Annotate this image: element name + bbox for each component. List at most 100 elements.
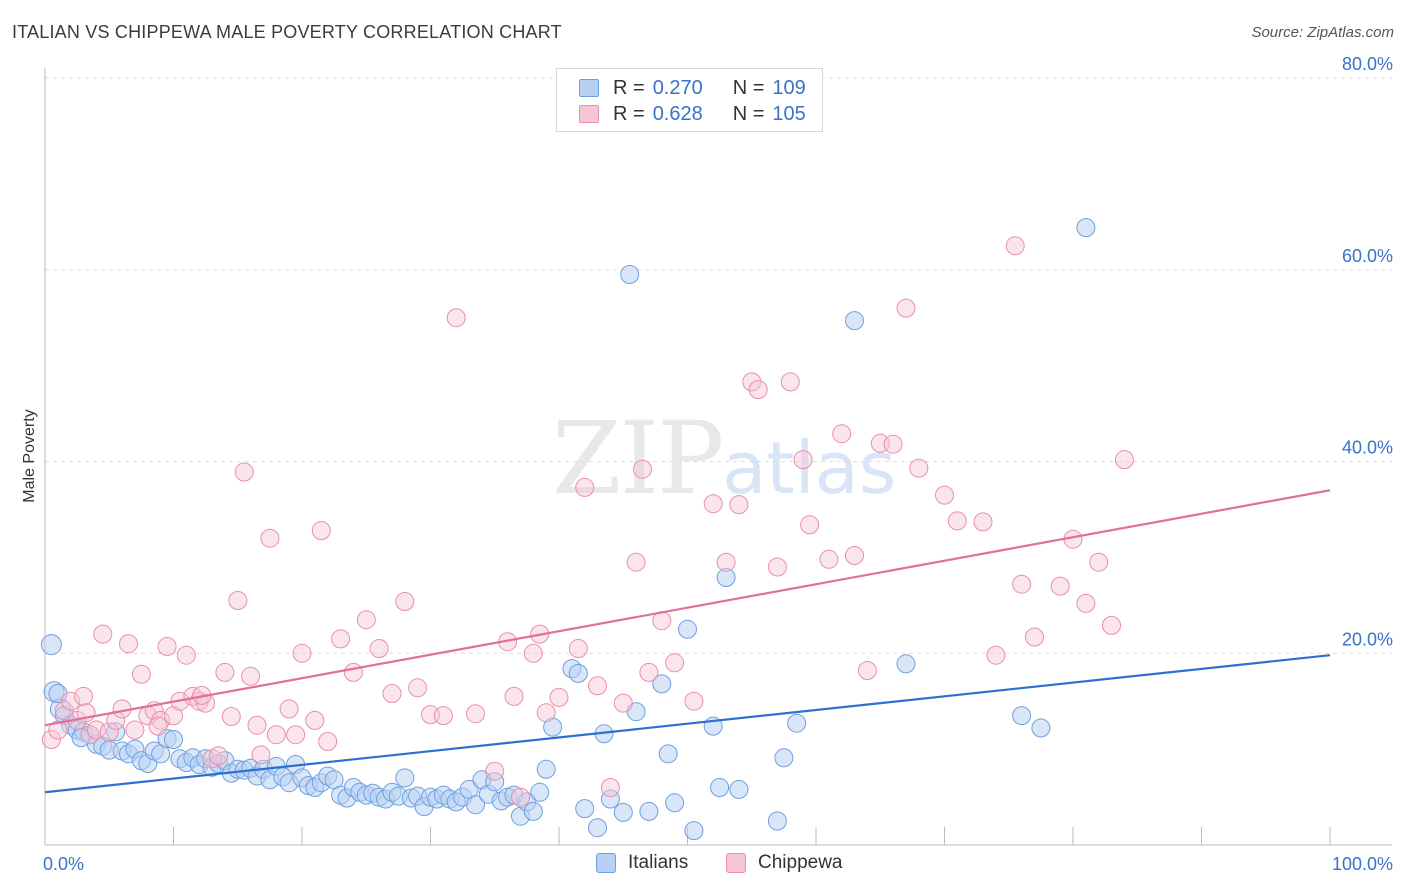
italians-point[interactable] [774,748,794,768]
chippewa-point[interactable] [485,761,505,781]
chippewa-point[interactable] [909,458,929,478]
chippewa-point[interactable] [164,706,183,726]
chippewa-point[interactable] [748,380,768,400]
chippewa-point[interactable] [523,643,543,663]
italians-point[interactable] [106,722,126,742]
chippewa-point[interactable] [703,494,723,514]
chippewa-point[interactable] [251,745,271,765]
italians-point[interactable] [1012,706,1032,726]
italians-point[interactable] [164,730,183,749]
chippewa-point[interactable] [382,684,402,703]
chippewa-point[interactable] [883,434,903,454]
chippewa-point[interactable] [973,512,993,532]
italians-point[interactable] [575,799,595,819]
italians-point[interactable] [639,801,659,821]
chippewa-point[interactable] [819,549,839,569]
italians-point[interactable] [1076,218,1096,238]
chippewa-point[interactable] [99,722,119,742]
chippewa-point[interactable] [54,701,74,721]
chippewa-point[interactable] [665,653,685,673]
chippewa-point[interactable] [148,716,168,736]
chippewa-point[interactable] [305,710,325,730]
chippewa-point[interactable] [408,678,428,698]
chippewa-point[interactable] [74,686,93,706]
chippewa-point[interactable] [800,515,820,535]
italians-point[interactable] [395,768,415,788]
italians-point[interactable] [896,654,916,674]
italians-point[interactable] [568,663,588,683]
italians-point[interactable] [523,801,543,821]
chippewa-point[interactable] [266,725,286,745]
chippewa-point[interactable] [568,639,588,658]
chippewa-point[interactable] [536,703,556,723]
chippewa-point[interactable] [1089,552,1109,572]
chippewa-point[interactable] [286,725,306,745]
italians-point[interactable] [767,811,787,831]
chippewa-point[interactable] [1102,615,1121,635]
italians-point[interactable] [1031,718,1051,738]
chippewa-point[interactable] [221,707,241,726]
chippewa-point[interactable] [1114,450,1134,470]
chippewa-point[interactable] [41,730,61,749]
chippewa-point[interactable] [48,720,68,740]
chippewa-point[interactable] [369,639,389,658]
chippewa-point[interactable] [511,787,530,807]
chippewa-point[interactable] [125,720,145,740]
italians-point[interactable] [665,793,685,813]
chippewa-point[interactable] [176,645,196,665]
legend-row-italians[interactable]: R = 0.270 N = 109 [579,76,806,100]
chippewa-point[interactable] [311,521,331,540]
legend-item-chippewa[interactable]: Chippewa [726,852,843,874]
chippewa-point[interactable] [119,634,138,654]
chippewa-point[interactable] [857,661,877,680]
chippewa-point[interactable] [93,624,113,644]
chippewa-point[interactable] [986,645,1006,665]
italians-point[interactable] [845,311,864,331]
italians-point[interactable] [466,795,485,815]
italians-point[interactable] [536,759,556,779]
chippewa-point[interactable] [1050,576,1070,596]
chippewa-point[interactable] [684,691,704,711]
chippewa-point[interactable] [247,715,267,735]
chippewa-point[interactable] [446,308,466,328]
italians-point[interactable] [620,265,640,284]
chippewa-point[interactable] [1005,236,1025,256]
chippewa-point[interactable] [780,372,800,392]
chippewa-point[interactable] [742,372,762,392]
chippewa-point[interactable] [935,485,954,505]
chippewa-point[interactable] [331,629,351,649]
chippewa-point[interactable] [61,691,81,711]
chippewa-point[interactable] [633,459,652,479]
legend-row-chippewa[interactable]: R = 0.628 N = 105 [579,102,806,126]
italians-point[interactable] [678,619,697,639]
italians-point[interactable] [543,717,563,737]
chippewa-point[interactable] [343,662,363,682]
chippewa-point[interactable] [228,591,248,610]
chippewa-point[interactable] [845,546,864,565]
chippewa-point[interactable] [131,664,151,684]
italians-point[interactable] [716,568,736,587]
chippewa-point[interactable] [600,778,620,797]
chippewa-point[interactable] [234,462,254,482]
italians-point[interactable] [485,772,505,792]
chippewa-point[interactable] [215,662,235,682]
chippewa-point[interactable] [260,528,280,548]
chippewa-point[interactable] [626,552,646,572]
chippewa-point[interactable] [588,676,607,696]
chippewa-point[interactable] [279,699,299,719]
italians-point[interactable] [40,634,62,656]
italians-point[interactable] [613,802,633,822]
chippewa-point[interactable] [241,666,261,686]
legend-item-italians[interactable]: Italians [596,852,688,874]
chippewa-point[interactable] [1025,627,1044,647]
chippewa-point[interactable] [1012,574,1032,594]
chippewa-point[interactable] [157,637,177,656]
chippewa-point[interactable] [896,298,916,318]
chippewa-point[interactable] [466,704,485,724]
chippewa-point[interactable] [549,687,569,707]
chippewa-point[interactable] [639,662,659,682]
chippewa-point[interactable] [613,693,633,713]
chippewa-point[interactable] [1076,593,1096,613]
chippewa-point[interactable] [504,686,524,706]
italians-point[interactable] [530,782,550,802]
